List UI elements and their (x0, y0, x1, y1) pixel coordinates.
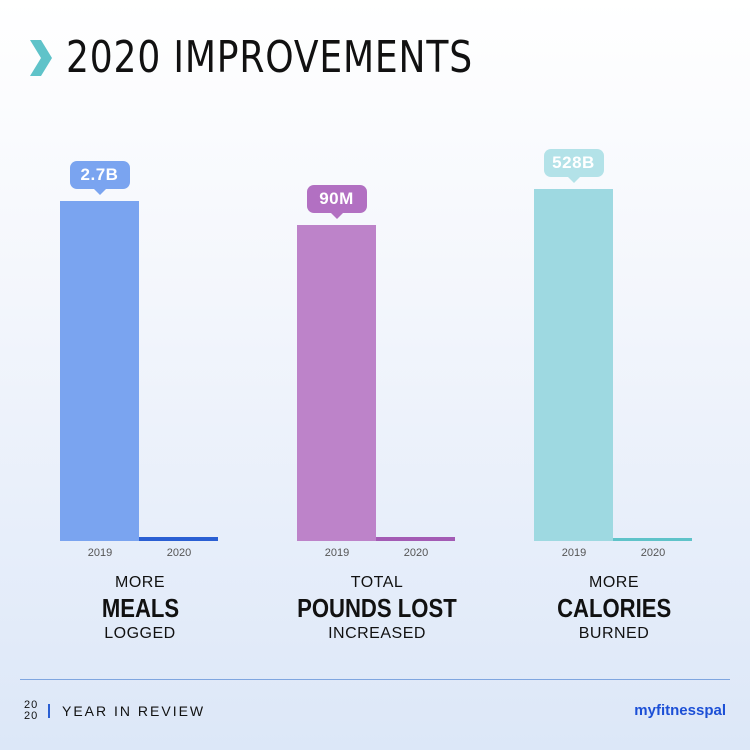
caption-bottom: LOGGED (104, 625, 176, 642)
bar-2020 (376, 537, 455, 541)
x-tick-label: 2020 (403, 547, 429, 559)
title-row: 2020 IMPROVEMENTS (30, 30, 562, 86)
bar-2020 (139, 537, 218, 541)
chevron-right-icon (30, 40, 52, 76)
page-title: 2020 IMPROVEMENTS (66, 32, 473, 83)
value-label-bubble: 90M (306, 185, 367, 219)
footer-label: YEAR IN REVIEW (62, 703, 206, 719)
caption-top: MORE (115, 574, 165, 591)
bar-2020 (613, 537, 692, 541)
chart-panel: 90M 2019 2020 TOTAL POUNDS LOST INCREASED (257, 0, 497, 650)
x-tick-label: 2019 (87, 547, 113, 559)
caption-bottom: INCREASED (328, 625, 426, 642)
x-tick-label: 2020 (640, 547, 666, 559)
x-tick-label: 2020 (166, 547, 192, 559)
footer-year-mark: 20 20 (24, 699, 39, 722)
caption-main: MEALS (101, 593, 179, 623)
x-tick-label: 2019 (561, 547, 587, 559)
chart-panel: 528B 2019 2020 MORE CALORIES BURNED (494, 0, 734, 650)
caption-main: POUNDS LOST (297, 593, 457, 623)
value-label-bubble: 2.7B (69, 161, 130, 195)
bar-2019 (297, 225, 376, 541)
chart-panel: 2.7B 2019 2020 MORE MEALS LOGGED (20, 0, 260, 650)
caption-main: CALORIES (556, 593, 672, 623)
caption-bottom: BURNED (578, 625, 650, 642)
footer-separator (48, 704, 50, 718)
value-label-bubble: 528B (543, 149, 604, 183)
caption-top: MORE (589, 574, 639, 591)
caption-top: TOTAL (350, 574, 404, 591)
bar-2019 (60, 201, 139, 541)
footer-divider (20, 679, 730, 680)
x-tick-label: 2019 (324, 547, 350, 559)
bar-2019 (534, 189, 613, 541)
brand-logo: myfitnesspal (634, 702, 726, 719)
